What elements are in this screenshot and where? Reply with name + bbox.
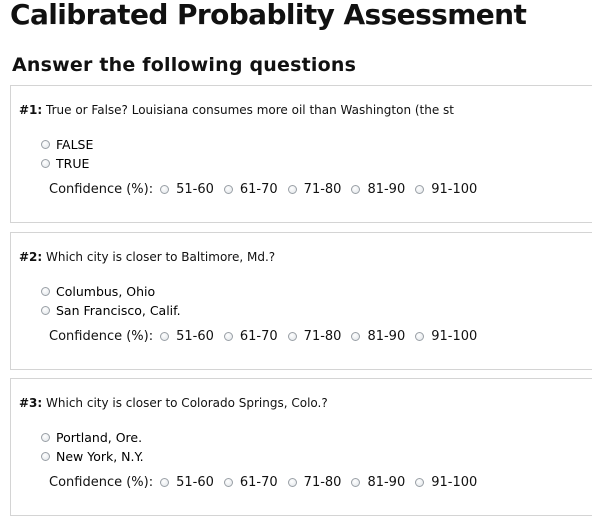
page-subtitle: Answer the following questions [12,54,356,76]
confidence-option-label: 61-70 [240,182,278,197]
confidence-row: Confidence (%): 51-60 61-70 71-80 81-90 … [49,329,487,344]
confidence-option-51-60[interactable]: 51-60 [160,329,214,344]
radio-button[interactable] [224,332,233,341]
confidence-option-label: 51-60 [176,475,214,490]
confidence-label: Confidence (%): [49,329,153,344]
confidence-option-61-70[interactable]: 61-70 [224,329,278,344]
confidence-option-label: 81-90 [367,182,405,197]
question-prompt: Which city is closer to Baltimore, Md.? [42,250,275,264]
radio-button[interactable] [41,452,50,461]
confidence-option-71-80[interactable]: 71-80 [288,329,342,344]
confidence-option-61-70[interactable]: 61-70 [224,475,278,490]
confidence-option-label: 91-100 [431,329,477,344]
answer-option-label: Portland, Ore. [56,430,142,445]
confidence-option-label: 71-80 [304,475,342,490]
question-prompt: True or False? Louisiana consumes more o… [42,103,454,117]
confidence-option-label: 51-60 [176,182,214,197]
radio-button[interactable] [224,478,233,487]
confidence-option-81-90[interactable]: 81-90 [351,475,405,490]
radio-button[interactable] [288,332,297,341]
confidence-option-81-90[interactable]: 81-90 [351,182,405,197]
confidence-label: Confidence (%): [49,475,153,490]
confidence-option-label: 61-70 [240,475,278,490]
radio-button[interactable] [415,185,424,194]
radio-button[interactable] [288,185,297,194]
question-text-2: #2: Which city is closer to Baltimore, M… [19,250,275,264]
radio-button[interactable] [41,433,50,442]
radio-button[interactable] [160,185,169,194]
question-card-1: #1: True or False? Louisiana consumes mo… [10,85,592,223]
confidence-option-51-60[interactable]: 51-60 [160,475,214,490]
confidence-option-81-90[interactable]: 81-90 [351,329,405,344]
answer-option-true[interactable]: TRUE [41,156,89,171]
page-title: Calibrated Probablity Assessment [10,0,526,31]
confidence-option-label: 71-80 [304,329,342,344]
confidence-label: Confidence (%): [49,182,153,197]
answer-option-label: TRUE [56,156,89,171]
answer-option-portland[interactable]: Portland, Ore. [41,430,142,445]
answer-option-new-york[interactable]: New York, N.Y. [41,449,144,464]
radio-button[interactable] [415,478,424,487]
confidence-option-label: 91-100 [431,182,477,197]
question-prompt: Which city is closer to Colorado Springs… [42,396,328,410]
confidence-option-label: 71-80 [304,182,342,197]
confidence-option-91-100[interactable]: 91-100 [415,329,477,344]
confidence-option-label: 61-70 [240,329,278,344]
confidence-row: Confidence (%): 51-60 61-70 71-80 81-90 … [49,182,487,197]
confidence-option-71-80[interactable]: 71-80 [288,475,342,490]
radio-button[interactable] [160,332,169,341]
confidence-row: Confidence (%): 51-60 61-70 71-80 81-90 … [49,475,487,490]
question-number: #3: [19,396,42,410]
radio-button[interactable] [351,478,360,487]
radio-button[interactable] [351,332,360,341]
confidence-option-label: 51-60 [176,329,214,344]
confidence-option-label: 81-90 [367,475,405,490]
answer-option-label: San Francisco, Calif. [56,303,181,318]
radio-button[interactable] [415,332,424,341]
radio-button[interactable] [288,478,297,487]
answer-option-label: FALSE [56,137,93,152]
confidence-option-91-100[interactable]: 91-100 [415,475,477,490]
radio-button[interactable] [160,478,169,487]
answer-option-label: Columbus, Ohio [56,284,155,299]
answer-option-san-francisco[interactable]: San Francisco, Calif. [41,303,181,318]
question-text-1: #1: True or False? Louisiana consumes mo… [19,103,454,117]
question-number: #1: [19,103,42,117]
answer-option-columbus[interactable]: Columbus, Ohio [41,284,155,299]
confidence-option-61-70[interactable]: 61-70 [224,182,278,197]
confidence-option-91-100[interactable]: 91-100 [415,182,477,197]
confidence-option-label: 81-90 [367,329,405,344]
answer-option-false[interactable]: FALSE [41,137,93,152]
answer-option-label: New York, N.Y. [56,449,144,464]
radio-button[interactable] [41,140,50,149]
question-card-2: #2: Which city is closer to Baltimore, M… [10,232,592,370]
question-text-3: #3: Which city is closer to Colorado Spr… [19,396,328,410]
radio-button[interactable] [41,287,50,296]
question-card-3: #3: Which city is closer to Colorado Spr… [10,378,592,516]
confidence-option-label: 91-100 [431,475,477,490]
radio-button[interactable] [41,306,50,315]
confidence-option-71-80[interactable]: 71-80 [288,182,342,197]
radio-button[interactable] [41,159,50,168]
confidence-option-51-60[interactable]: 51-60 [160,182,214,197]
radio-button[interactable] [351,185,360,194]
radio-button[interactable] [224,185,233,194]
question-number: #2: [19,250,42,264]
